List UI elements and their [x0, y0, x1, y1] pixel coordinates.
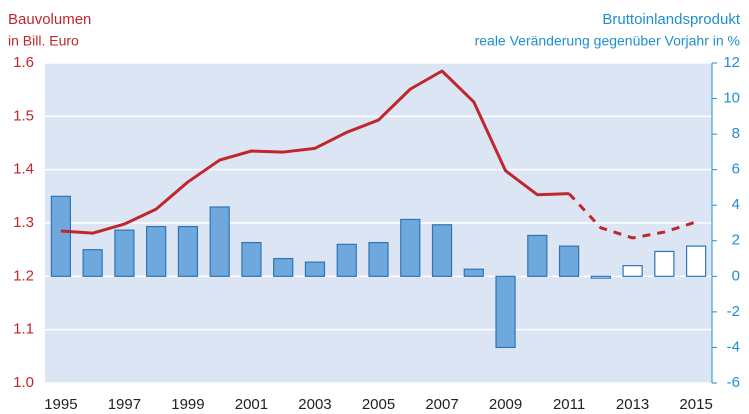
- bar: [209, 206, 230, 277]
- bar: [114, 229, 135, 277]
- y2-tick-label: -4: [727, 338, 740, 355]
- left-axis-subtitle: in Bill. Euro: [8, 33, 79, 49]
- line: [567, 192, 697, 240]
- bar: [177, 225, 199, 277]
- marks: [50, 69, 707, 349]
- bar: [622, 265, 643, 277]
- bar: [431, 224, 453, 277]
- y2-tick-label: 8: [732, 125, 740, 142]
- bar: [304, 261, 326, 277]
- x-tick-label: 1997: [108, 396, 141, 413]
- y-tick-label: 1.2: [13, 267, 34, 284]
- bar: [400, 218, 421, 277]
- bar: [50, 195, 72, 277]
- line: [60, 69, 570, 235]
- bar: [527, 234, 548, 277]
- right-axis-subtitle: reale Veränderung gegenüber Vorjahr in %: [475, 33, 740, 49]
- x-tick-label: 2009: [489, 396, 522, 413]
- bar: [273, 257, 294, 277]
- bar: [241, 241, 262, 277]
- x-tick-label: 2013: [616, 396, 649, 413]
- y-tick-label: 1.4: [13, 161, 34, 178]
- y-tick-label: 1.1: [13, 321, 34, 338]
- bar: [685, 245, 707, 277]
- y2-tick-label: 6: [732, 161, 740, 178]
- y2-tick-label: 2: [732, 232, 740, 249]
- bar: [463, 268, 484, 277]
- bar: [654, 250, 675, 277]
- y2-tick-label: 4: [732, 196, 740, 213]
- x-tick-label: 2003: [298, 396, 331, 413]
- y2-tick-label: 12: [723, 54, 740, 71]
- bar: [336, 243, 357, 277]
- x-tick-label: 2015: [679, 396, 712, 413]
- y-tick-label: 1.3: [13, 214, 34, 231]
- bar: [590, 275, 611, 279]
- x-tick-label: 1995: [44, 396, 77, 413]
- right-axis-title: Bruttoinlandsprodukt: [602, 11, 740, 28]
- y2-tick-label: -6: [727, 374, 740, 391]
- x-tick-label: 2001: [235, 396, 268, 413]
- x-tick-label: 2011: [553, 396, 585, 413]
- bar: [558, 245, 580, 277]
- bar: [495, 275, 516, 349]
- y-tick-label: 1.5: [13, 107, 34, 124]
- y-tick-label: 1.6: [13, 54, 34, 71]
- y-tick-label: 1.0: [13, 374, 34, 391]
- bar: [82, 249, 103, 277]
- y2-tick-label: 10: [723, 90, 740, 107]
- x-tick-label: 2005: [362, 396, 395, 413]
- left-axis-title: Bauvolumen: [8, 11, 91, 28]
- y2-tick-label: 0: [732, 267, 740, 284]
- x-tick-label: 2007: [425, 396, 458, 413]
- x-tick-label: 1999: [171, 396, 204, 413]
- y2-tick-label: -2: [727, 303, 740, 320]
- bar: [368, 241, 389, 277]
- bar: [146, 225, 167, 277]
